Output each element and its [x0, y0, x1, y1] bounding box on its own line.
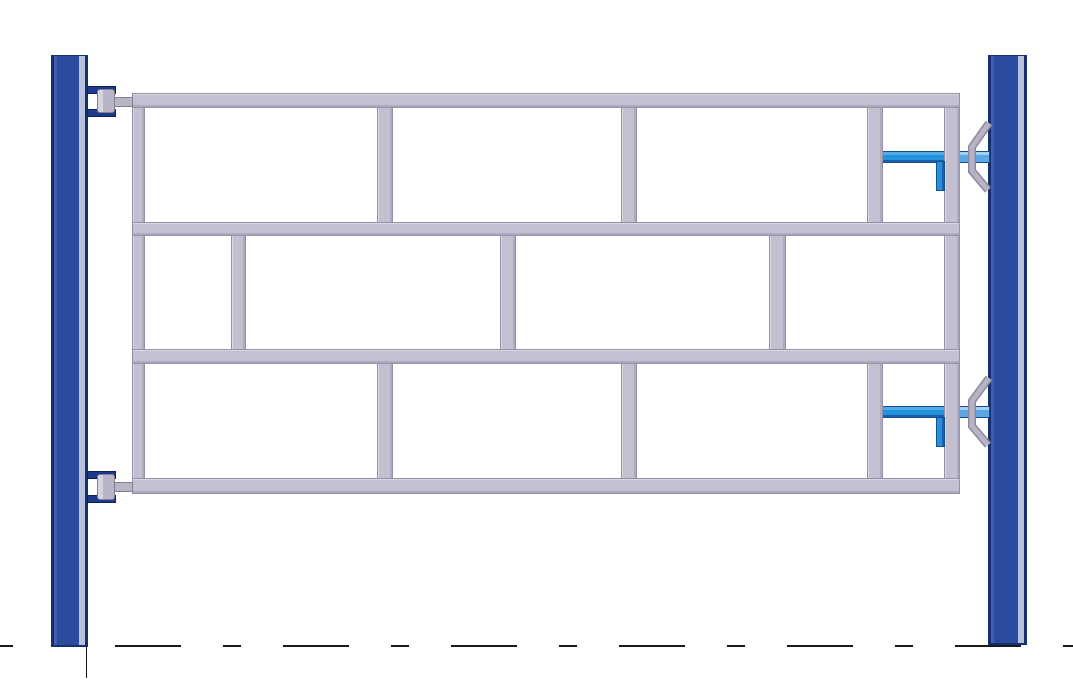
gate-lower-middle-rail — [132, 349, 960, 364]
bottom-latch-rod — [880, 406, 990, 418]
gate-vertical-bar — [377, 107, 393, 223]
hinge-barrel — [97, 474, 115, 500]
gate-vertical-bar — [769, 235, 786, 350]
gate-vertical-bar — [867, 363, 883, 479]
gate-upper-middle-rail — [132, 222, 960, 236]
bottom-latch-handle — [936, 417, 945, 447]
gate-vertical-bar — [621, 363, 637, 479]
gate-vertical-bar — [500, 235, 516, 350]
gate-right-stile — [944, 93, 960, 494]
gate-left-stile — [132, 93, 145, 494]
hinge-pin — [112, 97, 133, 107]
hinge-barrel — [97, 89, 115, 113]
hinge-pin — [112, 482, 133, 492]
gate-top-rail — [132, 93, 960, 108]
gate-vertical-bar — [621, 107, 637, 223]
gate-vertical-bar — [867, 107, 883, 223]
gate-vertical-bar — [377, 363, 393, 479]
gate-bottom-rail — [132, 478, 960, 494]
top-latch-rod-tip — [959, 152, 989, 162]
right-fence-post — [988, 55, 1027, 645]
left-fence-post — [51, 55, 88, 647]
gate-vertical-bar — [231, 235, 246, 350]
top-latch-rod — [880, 151, 990, 163]
bottom-latch-rod-tip — [959, 407, 989, 417]
top-latch-handle — [936, 161, 945, 191]
